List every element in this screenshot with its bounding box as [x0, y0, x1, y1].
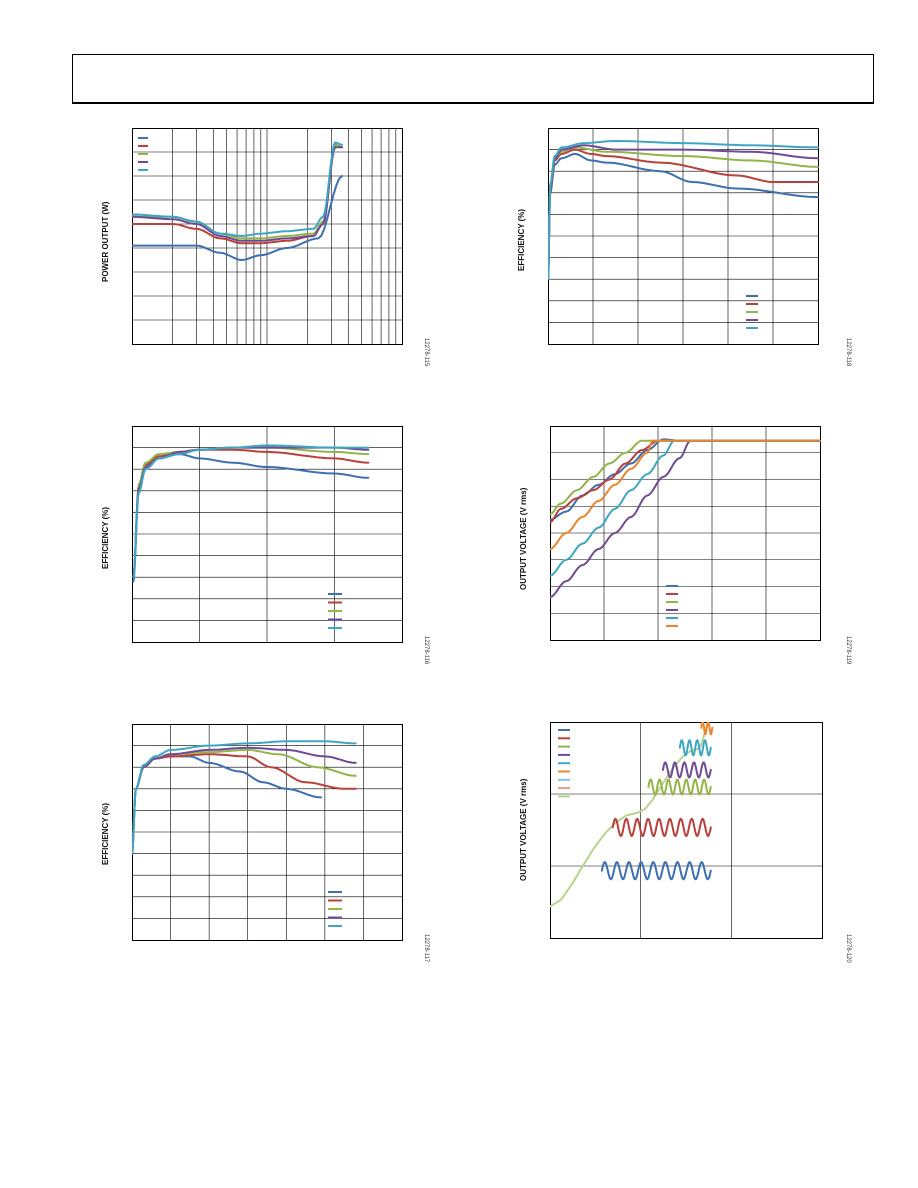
y-axis-label-fig15: POWER OUTPUT (W) — [101, 201, 110, 282]
series-line-cyan — [132, 740, 357, 855]
figure-id-fig16: 12278-116 — [423, 636, 429, 665]
series-line-red — [550, 439, 821, 524]
series-line-purple — [132, 746, 357, 855]
chart-svg-fig15 — [132, 128, 403, 345]
chart-efficiency-bottom-left — [132, 724, 403, 941]
series-line-blue — [132, 755, 322, 855]
y-axis-label-fig18: EFFICIENCY (%) — [517, 208, 526, 271]
series-line-cyan — [132, 141, 344, 237]
plot-frame — [132, 426, 403, 643]
y-axis-label-fig16: EFFICIENCY (%) — [101, 506, 110, 569]
chart-power-output — [132, 128, 403, 345]
series-line-red — [611, 817, 712, 838]
page-header — [72, 54, 874, 104]
series-line-cyan — [678, 739, 712, 757]
figure-id-fig15: 12278-115 — [423, 338, 429, 367]
series-line-red — [132, 753, 357, 855]
series-line-light_green — [550, 722, 710, 908]
series-line-purple — [550, 439, 821, 599]
y-axis-label-fig20: OUTPUT VOLTAGE (V rms) — [519, 778, 528, 881]
chart-output-voltage-bottom-right — [550, 722, 823, 939]
plot-frame — [550, 722, 823, 939]
series-line-green — [647, 778, 712, 796]
chart-svg-fig18 — [548, 128, 819, 345]
figure-id-fig19: 12278-119 — [845, 636, 851, 665]
figure-id-fig17: 12278-117 — [423, 934, 429, 963]
chart-svg-fig19 — [550, 426, 821, 641]
chart-output-voltage-middle-right — [550, 426, 821, 641]
series-line-cyan — [548, 140, 819, 281]
chart-efficiency-top-right — [548, 128, 819, 345]
chart-efficiency-middle-left — [132, 426, 403, 643]
series-line-blue — [600, 861, 712, 881]
series-line-blue — [132, 175, 344, 261]
series-line-cyan — [132, 444, 370, 579]
series-line-green — [132, 748, 357, 855]
chart-svg-fig16 — [132, 426, 403, 643]
plot-frame — [550, 426, 821, 641]
chart-svg-fig17 — [132, 724, 403, 941]
y-axis-label-fig19: OUTPUT VOLTAGE (V rms) — [519, 487, 528, 590]
figure-id-fig20: 12278-120 — [845, 934, 851, 963]
y-axis-label-fig17: EFFICIENCY (%) — [101, 802, 110, 865]
series-line-green — [550, 439, 821, 516]
series-line-cyan — [550, 439, 821, 577]
figure-id-fig18: 12278-118 — [845, 338, 851, 367]
series-line-blue — [132, 453, 370, 583]
series-line-orange — [550, 439, 821, 550]
chart-svg-fig20 — [550, 722, 823, 939]
series-line-purple — [661, 761, 712, 779]
plot-frame — [132, 128, 403, 345]
series-line-orange — [700, 722, 714, 736]
